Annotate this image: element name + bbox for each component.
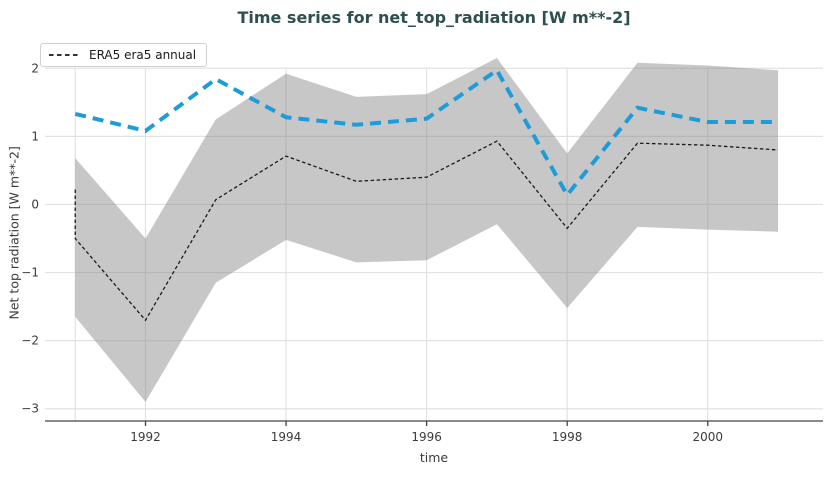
x-tick-label: 1996	[411, 430, 442, 444]
legend: ERA5 era5 annual	[40, 43, 208, 67]
legend-item-label: ERA5 era5 annual	[89, 48, 197, 62]
y-tick-label: 1	[31, 129, 39, 143]
y-tick-label: 2	[31, 61, 39, 75]
y-axis-title: Net top radiation [W m**-2]	[6, 146, 22, 320]
chart-title: Time series for net_top_radiation [W m**…	[237, 8, 631, 27]
y-tick-label: 0	[31, 197, 39, 211]
x-tick-label: 1998	[552, 430, 583, 444]
x-tick-label: 1992	[130, 430, 161, 444]
dashed-line-icon	[49, 54, 79, 56]
x-axis-title: time	[419, 450, 449, 465]
y-tick-label: −2	[21, 334, 39, 348]
x-tick-label: 1994	[271, 430, 302, 444]
y-tick-label: −3	[21, 402, 39, 416]
series-era5-annual-black-dashed	[74, 140, 779, 322]
series-blue-thick-dashed	[74, 67, 779, 199]
legend-item-era5[interactable]: ERA5 era5 annual	[49, 48, 196, 62]
x-tick-label: 2000	[692, 430, 723, 444]
y-tick-label: −1	[21, 266, 39, 280]
uncertainty-band	[75, 58, 779, 402]
